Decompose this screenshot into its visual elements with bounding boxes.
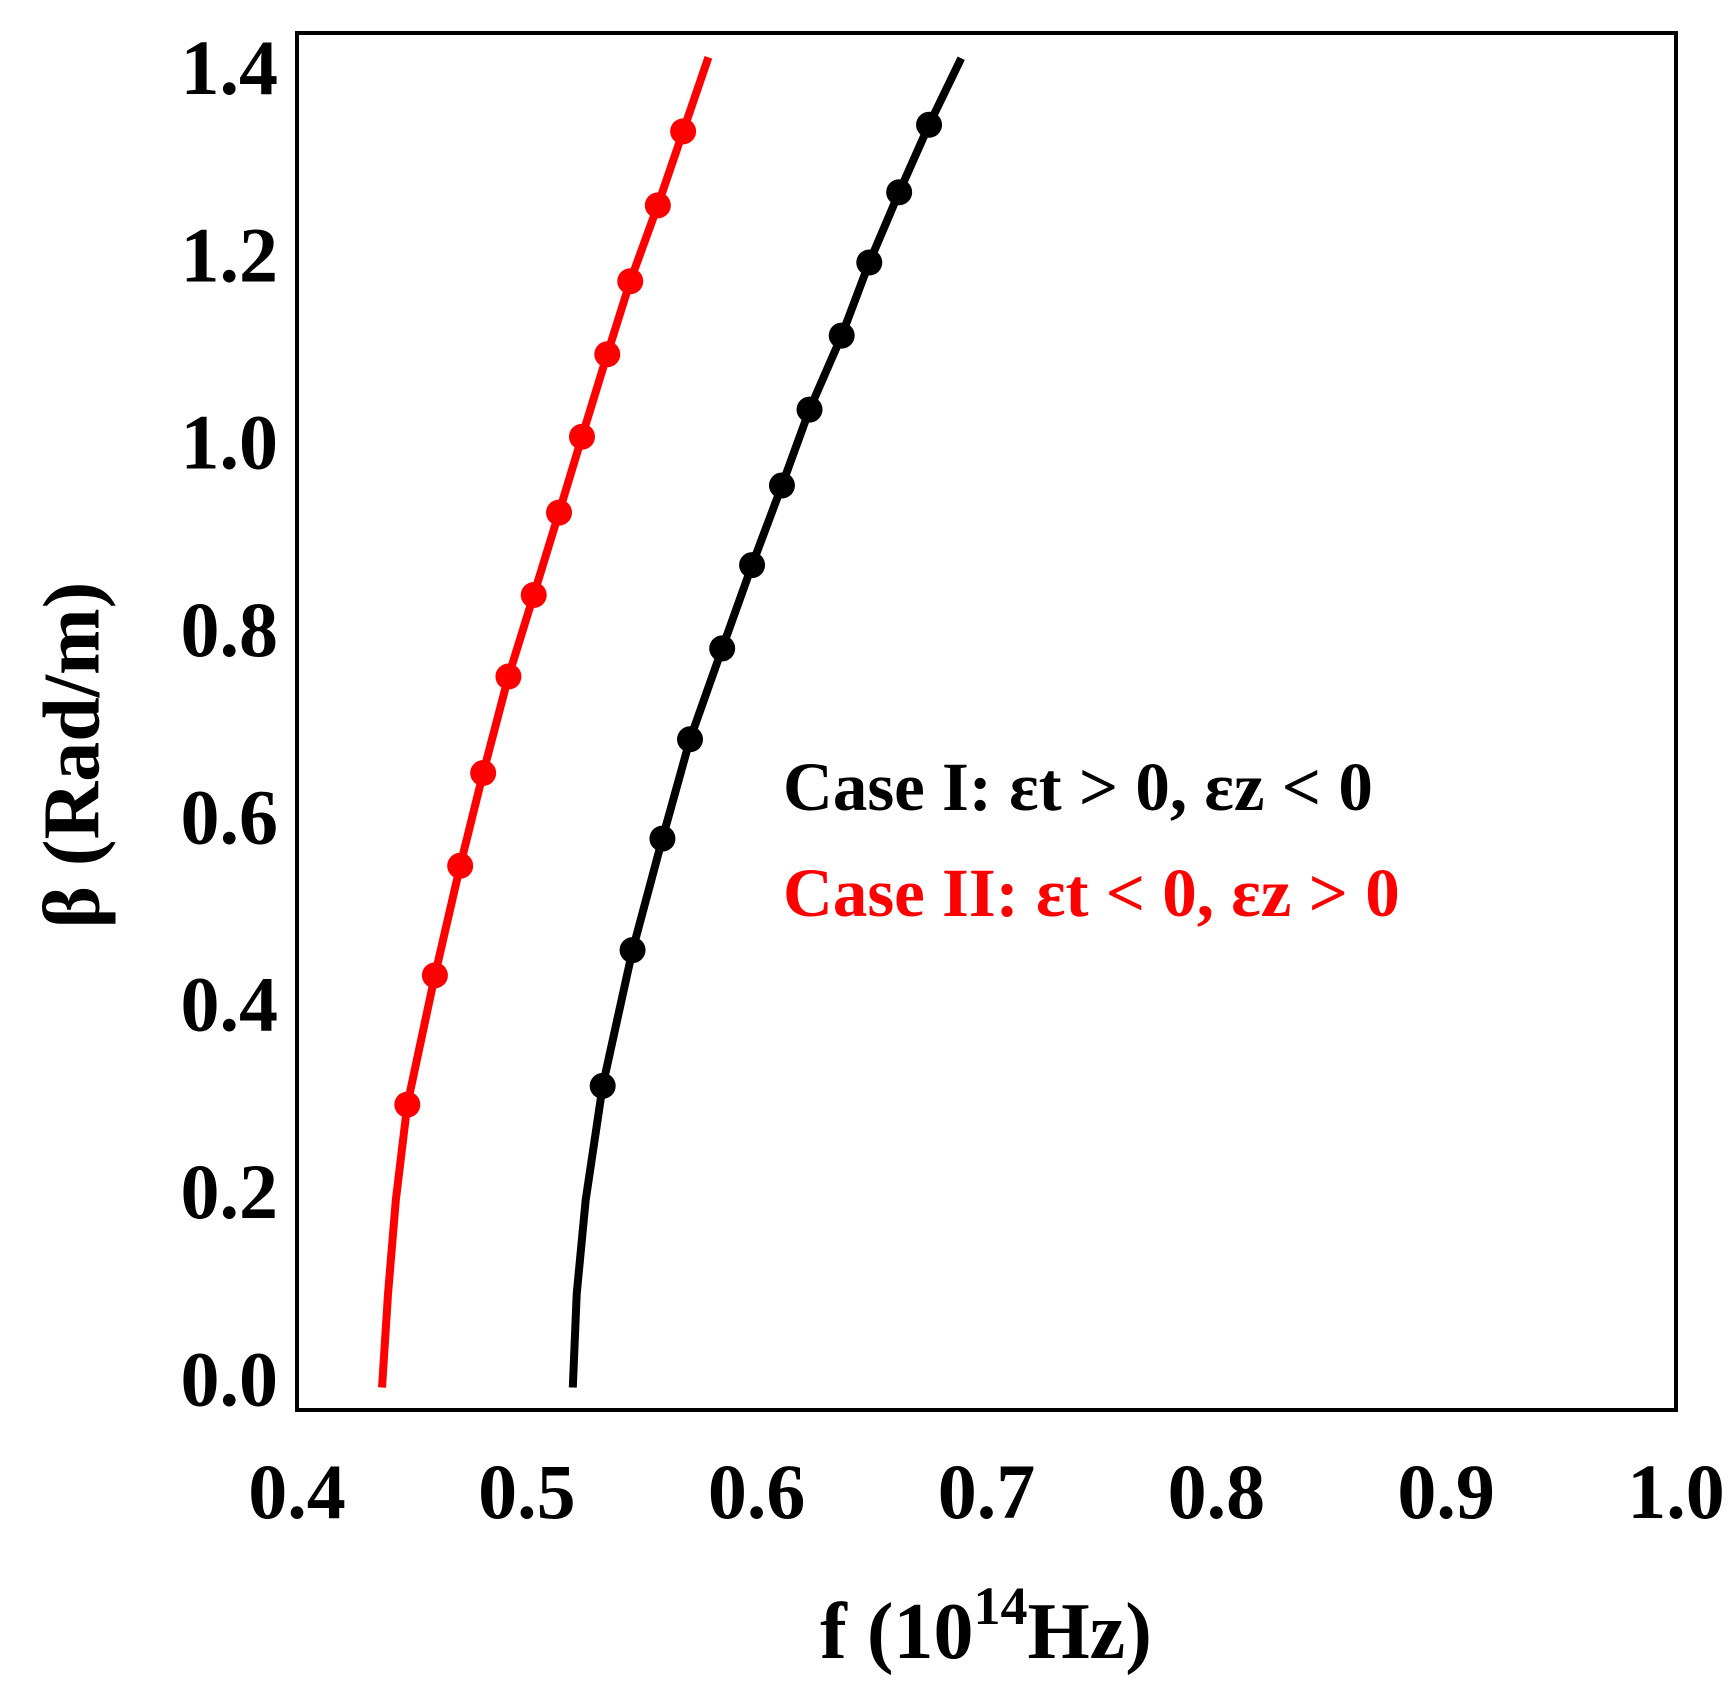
marker	[796, 396, 823, 423]
marker	[447, 852, 474, 879]
x-label-part: Hz)	[1027, 1588, 1151, 1676]
marker	[546, 499, 573, 526]
marker	[739, 552, 766, 579]
y-tick-label: 0.0	[181, 1335, 279, 1422]
marker	[617, 268, 644, 295]
marker	[520, 582, 547, 609]
marker	[421, 962, 448, 989]
x-tick-label: 0.8	[1168, 1448, 1266, 1535]
x-label-part: f (10	[820, 1588, 973, 1676]
y-tick-label: 0.2	[181, 1148, 279, 1235]
x-tick-label: 1.0	[1627, 1448, 1725, 1535]
marker	[916, 111, 943, 138]
plot-frame	[295, 31, 1678, 1412]
y-tick-label: 0.4	[181, 961, 279, 1048]
x-label-exponent: 14	[973, 1576, 1027, 1636]
marker	[649, 825, 676, 852]
marker	[495, 663, 522, 690]
marker	[619, 937, 646, 964]
marker	[886, 179, 913, 206]
y-axis-label: β (Rad/m)	[28, 582, 116, 929]
y-tick-label: 0.8	[181, 586, 279, 673]
y-tick-label: 1.2	[181, 211, 279, 298]
x-tick-label: 0.9	[1397, 1448, 1495, 1535]
marker	[470, 760, 497, 787]
x-tick-label: 0.5	[478, 1448, 576, 1535]
marker	[394, 1091, 421, 1118]
marker	[677, 726, 704, 753]
y-tick-label: 1.4	[181, 24, 279, 111]
x-tick-label: 0.7	[938, 1448, 1036, 1535]
marker	[670, 118, 697, 145]
legend-entry: Case II: εt < 0, εz > 0	[783, 855, 1400, 931]
marker	[856, 249, 883, 276]
curve	[378, 56, 713, 1388]
marker	[594, 341, 621, 368]
marker	[568, 423, 595, 450]
x-tick-label: 0.4	[248, 1448, 346, 1535]
legend-entry: Case I: εt > 0, εz < 0	[783, 749, 1373, 825]
marker	[709, 635, 736, 662]
x-axis-label: f (1014Hz)	[820, 1576, 1152, 1676]
y-tick-label: 1.0	[181, 399, 279, 486]
marker	[828, 322, 855, 349]
marker	[589, 1072, 616, 1099]
curve	[568, 56, 965, 1388]
marker	[644, 192, 671, 219]
y-tick-label: 0.6	[181, 773, 279, 860]
x-tick-label: 0.6	[708, 1448, 806, 1535]
marker	[768, 472, 795, 499]
